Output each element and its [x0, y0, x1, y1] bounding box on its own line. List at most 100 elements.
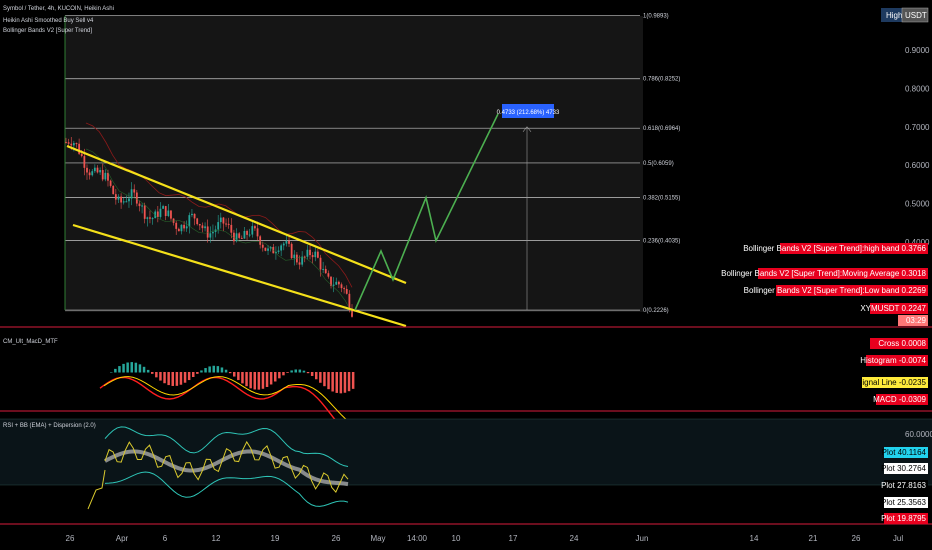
candle-body	[240, 237, 243, 239]
macd-histogram-bar	[327, 372, 330, 390]
candle-body	[311, 255, 314, 258]
macd-histogram-bar	[278, 372, 281, 379]
candle-body	[327, 273, 330, 277]
rsi-label-2: Plot 27.8163	[881, 481, 926, 490]
time-tick-8: 10	[452, 534, 461, 543]
rsi-label-1: Plot 30.2764	[881, 464, 926, 473]
candle-body	[264, 247, 267, 251]
bb-low-band-line	[85, 148, 353, 314]
price-label-box-4	[898, 315, 928, 326]
time-axis[interactable]: 26 Apr 6 12 19 26 May 14:00 10 17 24 Jun 14 21 26 Jul	[66, 534, 904, 543]
macd-histogram-bar	[179, 372, 183, 385]
candle-body	[243, 230, 246, 239]
candle-body	[151, 218, 154, 220]
time-tick-11: Jun	[636, 534, 649, 543]
macd-histogram-bar	[208, 366, 211, 373]
candle-body	[78, 143, 81, 154]
usdt-badge[interactable]: USDT	[901, 7, 929, 23]
rsi-label-box-3	[884, 497, 928, 508]
candle-body	[114, 194, 117, 200]
rsi-pane	[87, 426, 349, 510]
time-tick-7: 14:00	[407, 534, 428, 543]
candle-body	[225, 223, 227, 225]
candle-body	[88, 172, 91, 176]
candle-body	[335, 281, 338, 285]
candle-body	[238, 233, 241, 238]
candle-body	[251, 226, 254, 235]
macd-histogram-bar	[163, 372, 166, 384]
macd-label-box-1	[866, 355, 928, 366]
time-tick-0: 26	[66, 534, 75, 543]
price-label-box-0	[780, 243, 928, 254]
candle-body	[162, 206, 164, 209]
candle-body	[246, 230, 248, 235]
time-tick-2: 6	[163, 534, 168, 543]
candle-body	[345, 288, 348, 294]
macd-histogram-bar	[138, 364, 142, 373]
time-tick-9: 17	[509, 534, 518, 543]
macd-label-0: Cross 0.0008	[878, 339, 926, 348]
fib-label-0: 1(0.9893)	[643, 14, 669, 20]
candle-body	[107, 172, 109, 181]
candle-body	[303, 256, 306, 258]
macd-histogram-bar	[155, 372, 158, 378]
time-tick-4: 19	[271, 534, 280, 543]
rsi-bb-lower	[104, 471, 349, 507]
macd-histogram-bar	[200, 370, 203, 373]
candle-body	[72, 143, 75, 146]
candle-body	[230, 224, 233, 233]
candle-body	[340, 284, 343, 289]
descending-channel	[66, 144, 407, 328]
macd-histogram-bar	[175, 372, 179, 386]
candle-body	[193, 213, 196, 219]
macd-histogram-bar	[134, 362, 138, 373]
candle-body	[177, 228, 180, 232]
projection-measure-arrow	[522, 126, 532, 132]
rsi-label-box-2	[884, 480, 928, 491]
macd-label-1: Histogram -0.0074	[860, 356, 926, 365]
macd-histogram-bar	[294, 369, 297, 373]
candle-body	[104, 172, 107, 180]
time-tick-6: May	[370, 534, 385, 543]
macd-histogram-bar	[187, 372, 191, 381]
indicator-heikin-ashi: Heikin Ashi Smoothed Buy Sell v4	[3, 18, 94, 24]
candle-body	[191, 213, 193, 216]
candle-body	[149, 217, 151, 219]
fib-label-2: 0.618(0.6964)	[643, 126, 680, 132]
rsi-label-3: Plot 25.3563	[881, 498, 926, 507]
rsi-line	[104, 440, 349, 494]
macd-histogram-bar	[212, 365, 215, 373]
fib-label-5: 0.236(0.4035)	[643, 239, 680, 245]
macd-histogram-bar	[257, 372, 261, 390]
fib-label-1: 0.786(0.8252)	[643, 77, 680, 83]
macd-label-box-3	[876, 394, 928, 405]
candle-body	[120, 196, 123, 203]
candle-body	[143, 205, 146, 219]
macd-histogram-bar	[306, 372, 310, 374]
macd-histogram-bar	[151, 372, 154, 374]
candle-body	[164, 206, 167, 217]
macd-histogram-bar	[286, 372, 289, 373]
rsi-label-box-1	[884, 463, 928, 474]
rsi-line-start	[87, 469, 106, 510]
macd-histogram-bar	[323, 372, 326, 387]
candle-body	[167, 210, 170, 217]
macd-histogram-bar	[298, 369, 302, 373]
candle-body	[128, 198, 130, 202]
price-axis[interactable]: 0.9000 0.8000 0.7000 0.6000 0.5000 0.4000	[905, 46, 930, 247]
time-tick-12: 14	[750, 534, 759, 543]
macd-labels: Cross 0.0008 Histogram -0.0074 Signal Line…	[857, 338, 928, 405]
macd-histogram-bar	[319, 372, 322, 383]
candle-body	[275, 251, 277, 254]
price-tick-0: 0.9000	[905, 46, 930, 55]
macd-histogram-bar	[216, 366, 220, 373]
macd-histogram-bar	[171, 372, 174, 386]
candle-body	[183, 224, 185, 229]
usdt-badge-text: USDT	[905, 11, 927, 20]
candle-body	[233, 232, 235, 242]
projection-label: 0.4733 (212.68%) 4733	[497, 104, 560, 118]
macd-title: CM_Ult_MacD_MTF	[3, 339, 58, 345]
macd-histogram-bar	[249, 372, 252, 389]
fib-label-3: 0.5(0.6059)	[643, 161, 674, 167]
